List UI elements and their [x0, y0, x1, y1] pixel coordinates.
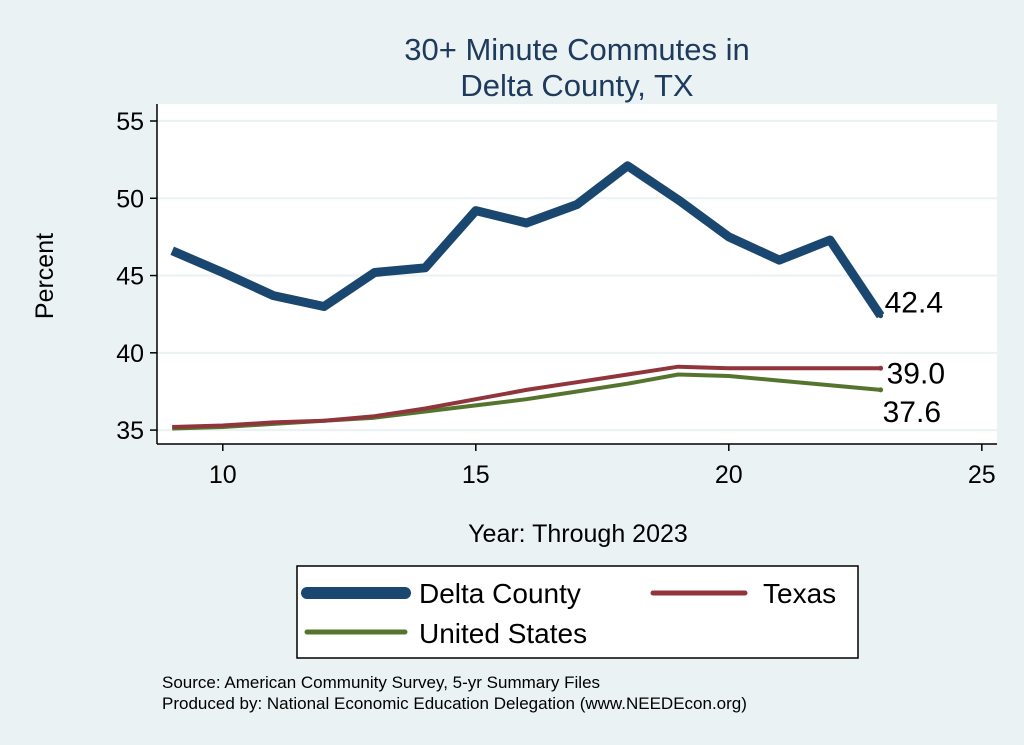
y-tick-label-40: 40 [116, 340, 144, 368]
y-tick-label-55: 55 [116, 108, 144, 136]
end-marker-delta-county [878, 313, 884, 319]
end-marker-texas [878, 365, 884, 371]
series-line-texas [172, 364, 881, 429]
end-label-united-states: 37.6 [883, 396, 941, 429]
legend: Delta County Texas United States [296, 565, 859, 659]
x-tick-label-10: 10 [209, 461, 237, 489]
legend-label-united-states: United States [419, 618, 587, 649]
chart-title-line-2: Delta County, TX [460, 68, 694, 103]
x-tick-label-15: 15 [462, 461, 490, 489]
source-note: Source: American Community Survey, 5-yr … [162, 673, 600, 692]
y-tick-label-35: 35 [116, 417, 144, 445]
x-tick-label-25: 25 [968, 461, 996, 489]
end-label-delta-county: 42.4 [885, 287, 943, 320]
y-axis-label: Percent [31, 233, 59, 319]
y-tick-label-45: 45 [116, 263, 144, 291]
end-marker-united-states [878, 387, 884, 393]
series-line-delta-county [170, 161, 885, 319]
x-axis-label: Year: Through 2023 [468, 520, 688, 548]
y-axis-ticks: 35 40 45 50 55 [116, 108, 157, 445]
end-labels: 42.4 39.0 37.6 [878, 287, 945, 429]
end-label-texas: 39.0 [887, 357, 945, 390]
x-tick-label-20: 20 [715, 461, 743, 489]
legend-label-delta-county: Delta County [419, 578, 581, 609]
series-lines [170, 161, 885, 431]
chart-title-line-1: 30+ Minute Commutes in [404, 32, 749, 67]
y-tick-label-50: 50 [116, 185, 144, 213]
producer-note: Produced by: National Economic Education… [162, 694, 747, 713]
x-axis-ticks: 10 15 20 25 [209, 444, 996, 489]
legend-box [296, 565, 859, 659]
legend-label-texas: Texas [763, 578, 836, 609]
axes [156, 104, 997, 445]
